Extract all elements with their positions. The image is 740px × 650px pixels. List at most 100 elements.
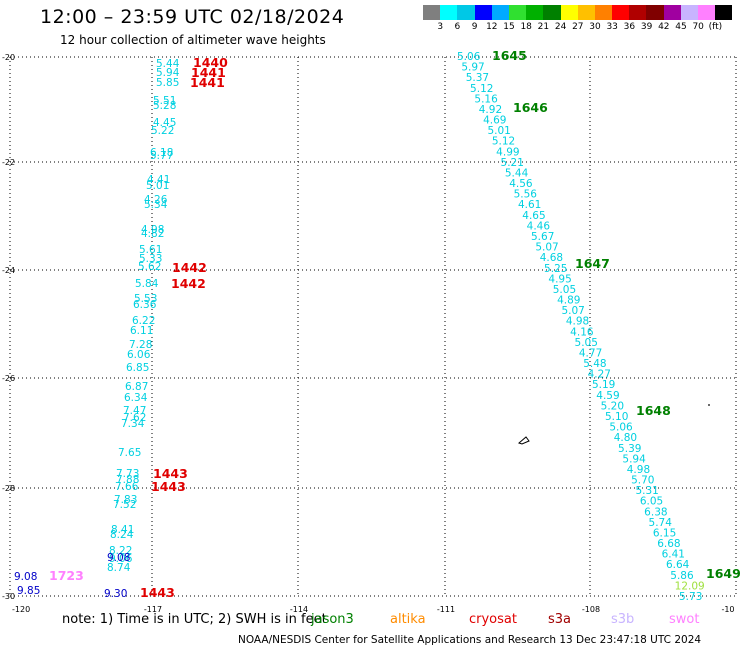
wave-height-value: 12.09 <box>675 580 705 592</box>
scale-label: 18 <box>520 22 532 32</box>
scale-swatch <box>560 5 578 20</box>
wave-height-value: 5.85 <box>156 77 179 89</box>
time-label: 1645 <box>492 48 527 63</box>
wave-height-value: 7.73 <box>116 468 139 480</box>
wave-height-value: 7.66 <box>115 481 139 493</box>
wave-height-value: 6.06 <box>127 349 151 361</box>
wave-height-value: 4.98 <box>566 316 589 328</box>
wave-height-value: 8.22 <box>109 545 132 557</box>
wave-height-value: 4.27 <box>588 369 611 381</box>
wave-height-value: 5.51 <box>153 95 176 107</box>
scale-swatch <box>612 5 630 20</box>
wave-height-value: 8.74 <box>107 562 131 574</box>
time-label: 1440 <box>193 55 228 70</box>
color-scale-labels: 3 6 9 12 15 18 21 24 27 30 33 36 39 42 45 70 (ft) <box>423 22 733 34</box>
time-label: 1443 <box>140 585 175 600</box>
page-subtitle: 12 hour collection of altimeter wave hei… <box>60 33 326 47</box>
time-label: 1646 <box>513 100 548 115</box>
scale-label: 27 <box>572 22 584 32</box>
scale-label: 45 <box>675 22 687 32</box>
wave-height-value: 4.59 <box>596 390 619 402</box>
time-label: 1443 <box>153 466 188 481</box>
wave-height-value: 4.16 <box>570 326 594 338</box>
scale-label: 21 <box>537 22 550 32</box>
scale-label: 39 <box>640 22 653 32</box>
wave-height-value: 5.05 <box>575 337 598 349</box>
wave-height-value: 9.85 <box>17 585 40 597</box>
wave-height-value: 5.44 <box>156 58 180 70</box>
axis-tick-labels: -120 -117 -114 -111 -108 -10 -20 -22 -24 -26 -28 -3… <box>2 53 735 614</box>
scale-swatch <box>577 5 595 20</box>
time-label: 1649 <box>706 566 740 581</box>
map-marks <box>518 404 710 445</box>
lon-tick-label: -120 <box>12 605 30 614</box>
wave-height-value: 9.08 <box>107 552 130 564</box>
map-grid <box>9 56 737 597</box>
wave-height-value: 4.45 <box>153 117 176 129</box>
wave-height-value: 5.22 <box>151 125 174 137</box>
time-label: 1442 <box>171 276 206 291</box>
wave-height-value: 5.44 <box>505 167 529 179</box>
wave-height-value: 4.68 <box>540 252 563 264</box>
wave-height-value: 5.06 <box>609 422 633 434</box>
scale-label: 36 <box>623 22 636 32</box>
lat-tick-label: -24 <box>2 266 15 275</box>
wave-height-value: 7.47 <box>123 405 146 417</box>
wave-height-value: 5.84 <box>135 278 159 290</box>
wave-height-value: 4.65 <box>522 210 545 222</box>
wave-height-value: 6.38 <box>644 506 667 518</box>
scale-label: 3 <box>437 22 444 32</box>
wave-height-value: 5.10 <box>605 411 628 423</box>
wave-height-value: 5.97 <box>461 62 484 74</box>
wave-height-value: 4.82 <box>141 228 164 240</box>
lat-tick-label: -30 <box>2 592 15 601</box>
wave-height-value: 4.26 <box>144 194 168 206</box>
footer-credit: NOAA/NESDIS Center for Satellite Applica… <box>238 634 702 646</box>
scale-label: (ft) <box>708 22 723 32</box>
wave-height-value: 5.07 <box>561 305 584 317</box>
wave-height-value: 5.94 <box>622 453 646 465</box>
time-labels: 1440144114411442144214431443144317231645… <box>49 48 740 600</box>
satellite-legend-jason3: jason3 <box>311 612 354 627</box>
wave-height-value: 5.77 <box>150 150 173 162</box>
lon-tick-label: -108 <box>582 605 600 614</box>
wave-height-value: 4.99 <box>496 146 519 158</box>
scale-label: 24 <box>554 22 567 32</box>
satellite-legend-cryosat: cryosat <box>469 612 517 627</box>
note-text: note: 1) Time is in UTC; 2) SWH is in fe… <box>62 612 327 627</box>
scale-label: 6 <box>454 22 461 32</box>
scale-swatch <box>698 5 716 20</box>
wave-height-value: 7.65 <box>118 447 141 459</box>
wave-height-value: 8.24 <box>110 529 134 541</box>
lat-tick-label: -20 <box>2 53 15 62</box>
wave-height-value: 6.41 <box>662 549 685 561</box>
wave-height-value: 4.46 <box>527 220 551 232</box>
lon-tick-label: -117 <box>144 605 162 614</box>
scale-swatch <box>508 5 527 20</box>
wave-height-value: 6.85 <box>126 362 149 374</box>
wave-height-value: 4.69 <box>483 115 506 127</box>
wave-height-value: 6.22 <box>132 315 155 327</box>
wave-height-value: 5.20 <box>601 400 624 412</box>
scale-label: 12 <box>486 22 498 32</box>
time-label: 1441 <box>190 75 225 90</box>
wave-height-value: 5.56 <box>514 189 538 201</box>
wave-height-value: 8.41 <box>111 524 134 536</box>
wave-height-value: 5.73 <box>679 591 702 603</box>
wave-height-value: 4.61 <box>518 199 541 211</box>
wave-height-value: 9.30 <box>104 588 127 600</box>
wave-height-value: 5.01 <box>487 125 510 137</box>
wave-height-value: 7.83 <box>114 494 137 506</box>
lat-tick-label: -22 <box>2 158 15 167</box>
scale-swatch <box>526 5 544 20</box>
wave-height-value: 5.53 <box>134 293 157 305</box>
wave-height-value: 7.52 <box>113 499 136 511</box>
wave-height-value: 6.68 <box>657 538 680 550</box>
wave-height-value: 5.31 <box>635 485 658 497</box>
wave-height-value: 7.34 <box>121 418 145 430</box>
wave-height-value: 4.98 <box>627 464 650 476</box>
scale-swatch <box>423 5 441 20</box>
wave-height-value: 6.87 <box>125 381 148 393</box>
island-dot <box>708 404 710 406</box>
wave-height-value: 6.11 <box>130 325 153 337</box>
